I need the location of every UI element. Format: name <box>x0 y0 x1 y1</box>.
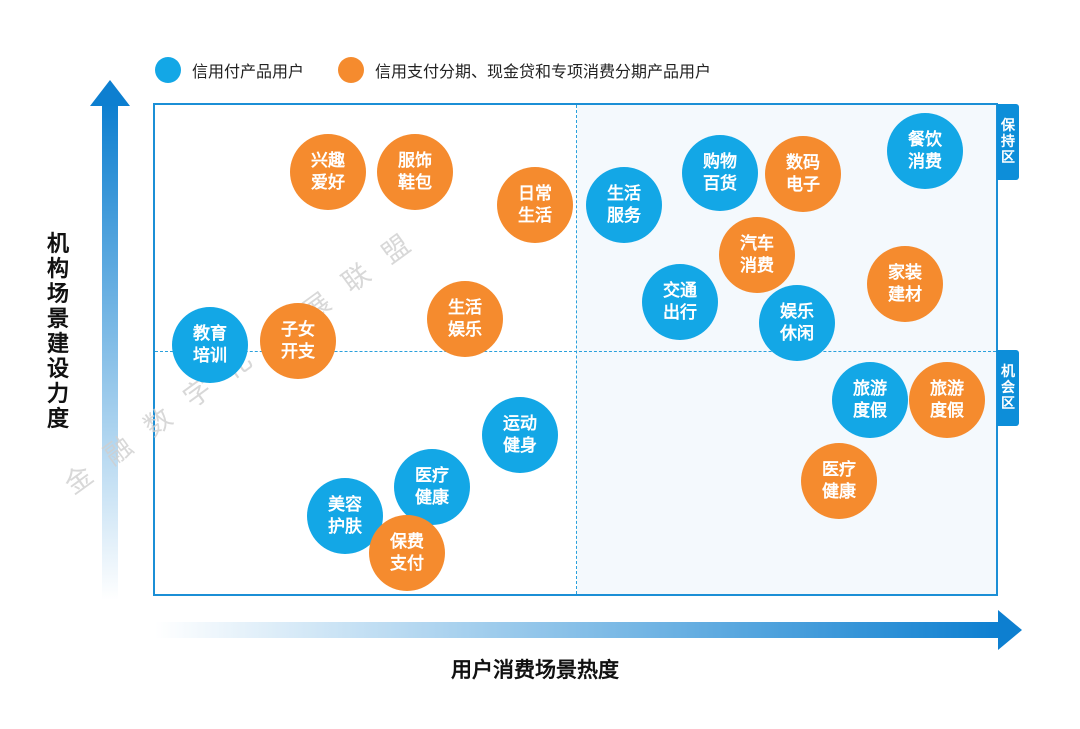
bubble-blue: 旅游度假 <box>832 362 908 438</box>
y-axis-title: 机构场景建设力度 <box>46 232 69 432</box>
bubble-label: 餐饮消费 <box>908 130 942 172</box>
bubble-orange: 服饰鞋包 <box>377 134 453 210</box>
bubble-blue: 生活服务 <box>586 167 662 243</box>
bubble-label: 购物百货 <box>703 152 737 194</box>
bubble-orange: 汽车消费 <box>719 217 795 293</box>
bubble-label: 日常生活 <box>518 184 552 226</box>
bubble-label: 保费支付 <box>390 532 424 574</box>
bubble-orange: 保费支付 <box>369 515 445 591</box>
bubble-label: 生活娱乐 <box>448 298 482 340</box>
vertical-divider <box>576 105 577 594</box>
bubble-label: 生活服务 <box>607 184 641 226</box>
bubble-blue: 医疗健康 <box>394 449 470 525</box>
bubble-blue: 购物百货 <box>682 135 758 211</box>
bubble-orange: 旅游度假 <box>909 362 985 438</box>
horizontal-divider <box>155 351 996 352</box>
bubble-label: 汽车消费 <box>740 234 774 276</box>
bubble-blue: 运动健身 <box>482 397 558 473</box>
bubble-label: 医疗健康 <box>822 460 856 502</box>
bubble-label: 兴趣爱好 <box>311 151 345 193</box>
bubble-label: 运动健身 <box>503 414 537 456</box>
legend-item-credit-pay: 信用付产品用户 <box>155 57 304 83</box>
bubble-label: 家装建材 <box>888 263 922 305</box>
zone-label-keep: 保持区 <box>997 104 1019 180</box>
bubble-orange: 日常生活 <box>497 167 573 243</box>
bubble-label: 旅游度假 <box>930 379 964 421</box>
bubble-blue: 教育培训 <box>172 307 248 383</box>
legend-dot-blue <box>155 57 181 83</box>
bubble-label: 旅游度假 <box>853 379 887 421</box>
bubble-label: 美容护肤 <box>328 495 362 537</box>
bubble-blue: 餐饮消费 <box>887 113 963 189</box>
bubble-label: 娱乐休闲 <box>780 302 814 344</box>
bubble-orange: 医疗健康 <box>801 443 877 519</box>
x-axis-arrow <box>155 610 1022 650</box>
legend-dot-orange <box>338 57 365 83</box>
bubble-label: 医疗健康 <box>415 466 449 508</box>
legend-item-installment: 信用支付分期、现金贷和专项消费分期产品用户 <box>338 57 711 83</box>
bubble-blue: 交通出行 <box>642 264 718 340</box>
bubble-orange: 家装建材 <box>867 246 943 322</box>
legend-label-installment: 信用支付分期、现金贷和专项消费分期产品用户 <box>375 62 712 81</box>
bubble-label: 子女开支 <box>281 320 315 362</box>
bubble-label: 数码电子 <box>786 153 820 195</box>
bubble-label: 服饰鞋包 <box>398 151 432 193</box>
bubble-label: 交通出行 <box>663 281 697 323</box>
legend: 信用付产品用户 信用支付分期、现金贷和专项消费分期产品用户 <box>155 54 745 86</box>
bubble-label: 教育培训 <box>193 324 227 366</box>
bubble-orange: 生活娱乐 <box>427 281 503 357</box>
bubble-blue: 娱乐休闲 <box>759 285 835 361</box>
zone-label-chance: 机会区 <box>997 350 1019 426</box>
x-axis-title: 用户消费场景热度 <box>451 658 619 682</box>
legend-label-credit-pay: 信用付产品用户 <box>192 62 305 81</box>
y-axis-arrow <box>90 80 130 600</box>
bubble-orange: 兴趣爱好 <box>290 134 366 210</box>
bubble-orange: 数码电子 <box>765 136 841 212</box>
bubble-orange: 子女开支 <box>260 303 336 379</box>
